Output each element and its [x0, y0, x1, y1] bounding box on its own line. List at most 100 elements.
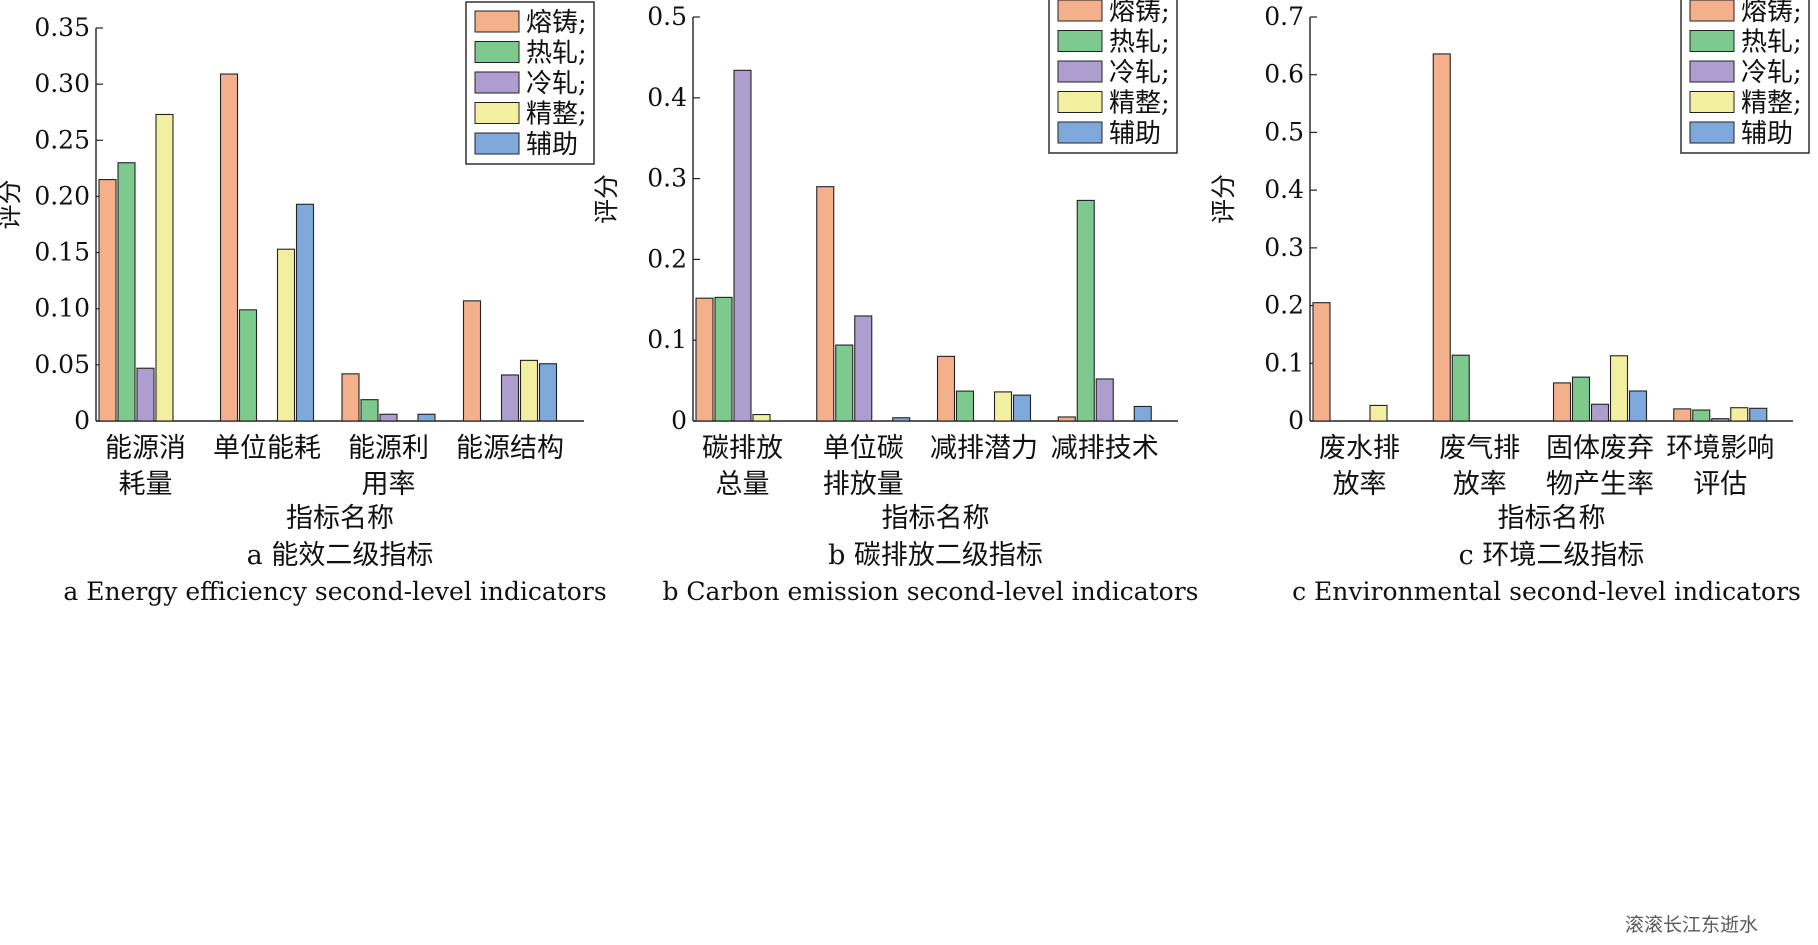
bar-1-2-5	[295, 203, 315, 422]
x-tick-label: 评估	[1693, 469, 1747, 500]
x-tick-label: 放率	[1333, 469, 1387, 500]
bar-1-1-4	[155, 113, 174, 422]
y-tick-label: 0.35	[34, 13, 90, 42]
bar-1-3-1	[341, 373, 360, 422]
legend-swatch	[1689, 30, 1735, 52]
y-tick-label: 0.5	[1264, 117, 1304, 146]
y-tick-label: 0.30	[34, 69, 90, 98]
legend-label: 精整;	[526, 100, 587, 130]
bar-1-4-4	[519, 359, 539, 422]
y-tick-label: 0.2	[1264, 291, 1304, 320]
bar-2-2-3	[854, 315, 873, 422]
bar-1-3-2	[360, 399, 379, 422]
x-tick-label: 能源利	[348, 433, 429, 464]
bar-2-4-5	[1133, 405, 1152, 422]
bar-1-4-3	[500, 374, 520, 422]
y-axis-label: 评分	[0, 179, 24, 229]
caption-en: b Carbon emission second-level indicator…	[662, 577, 1198, 606]
x-tick-label: 总量	[716, 469, 770, 500]
legend-swatch	[1057, 0, 1103, 22]
bar-2-4-1	[1057, 416, 1076, 422]
bar-1-4-1	[462, 300, 482, 422]
bar-1-1-2	[117, 162, 136, 422]
bar-2-3-1	[936, 355, 956, 422]
y-tick-label: 0.7	[1264, 2, 1304, 31]
bar-2-4-2	[1076, 199, 1095, 422]
legend-label: 热轧;	[1109, 28, 1170, 58]
y-tick-label: 0.2	[647, 244, 687, 273]
bar-2-3-5	[1012, 394, 1032, 422]
legend-swatch	[1057, 91, 1103, 113]
bar-1-3-5	[417, 413, 436, 422]
y-tick-label: 0.6	[1264, 60, 1304, 89]
x-tick-label: 废水排	[1319, 433, 1400, 464]
legend-swatch	[1689, 91, 1735, 113]
x-tick-label: 能源结构	[456, 433, 564, 464]
y-tick-label: 0.1	[647, 325, 687, 354]
legend-swatch	[1689, 0, 1735, 22]
legend-label: 辅助	[526, 130, 578, 160]
legend-label: 冷轧;	[1109, 58, 1170, 88]
legend-swatch	[474, 102, 520, 124]
legend-label: 精整;	[1741, 89, 1802, 119]
y-tick-label: 0.15	[34, 238, 90, 267]
bar-3-1-1	[1312, 302, 1331, 422]
x-tick-label: 能源消	[105, 433, 186, 464]
bar-2-2-5	[892, 417, 911, 422]
x-tick-label: 碳排放	[702, 433, 783, 464]
caption-cn: c 环境二级指标	[1459, 540, 1645, 571]
watermark: 滚滚长江东逝水	[1624, 914, 1758, 936]
x-tick-label: 物产生率	[1546, 469, 1654, 500]
y-axis-label: 评分	[592, 174, 621, 224]
bar-3-3-1	[1552, 382, 1572, 422]
bar-1-3-3	[379, 413, 398, 422]
bar-2-1-4	[752, 413, 771, 422]
bar-2-1-2	[714, 296, 733, 422]
legend-swatch	[474, 71, 520, 94]
legend-label: 冷轧;	[526, 69, 587, 99]
legend-label: 热轧;	[1741, 28, 1802, 58]
bar-1-1-3	[136, 367, 155, 422]
bar-3-4-4	[1730, 407, 1749, 422]
x-tick-label: 用率	[362, 469, 416, 500]
legend-label: 热轧;	[526, 39, 587, 69]
legend-swatch	[1057, 60, 1103, 83]
bar-3-4-3	[1711, 418, 1730, 422]
y-axis-label: 评分	[1209, 174, 1238, 224]
x-tick-label: 单位能耗	[213, 433, 321, 464]
bar-2-1-3	[733, 69, 752, 422]
bar-2-2-1	[816, 186, 835, 422]
legend: 熔铸;热轧;冷轧;精整;辅助	[1048, 0, 1178, 154]
y-tick-label: 0.3	[1264, 233, 1304, 262]
y-tick-label: 0.05	[34, 350, 90, 379]
bar-1-2-2	[238, 309, 258, 422]
legend: 熔铸;热轧;冷轧;精整;辅助	[465, 1, 595, 165]
y-tick-label: 0.4	[1264, 175, 1304, 204]
legend-label: 辅助	[1741, 119, 1793, 149]
legend-label: 熔铸;	[526, 8, 587, 38]
bar-3-3-4	[1609, 355, 1629, 422]
legend-swatch	[1689, 121, 1735, 144]
y-tick-label: 0	[671, 406, 687, 435]
x-tick-label: 耗量	[119, 469, 173, 500]
bar-2-3-4	[993, 391, 1013, 422]
y-tick-label: 0.4	[647, 83, 687, 112]
bar-3-3-2	[1571, 376, 1591, 422]
bar-3-4-2	[1692, 409, 1711, 422]
x-axis-label: 指标名称	[1498, 503, 1606, 534]
bar-1-1-1	[98, 179, 117, 422]
legend: 熔铸;热轧;冷轧;精整;辅助	[1680, 0, 1810, 154]
x-axis-label: 指标名称	[286, 503, 394, 534]
x-tick-label: 单位碳	[823, 433, 904, 464]
y-tick-label: 0	[1288, 406, 1304, 435]
y-tick-label: 0	[74, 406, 90, 435]
bar-2-4-3	[1095, 378, 1114, 422]
caption-en: c Environmental second-level indicators	[1292, 577, 1801, 606]
x-tick-label: 环境影响	[1666, 433, 1774, 464]
x-tick-label: 放率	[1453, 469, 1507, 500]
bar-3-2-1	[1432, 53, 1451, 422]
y-tick-label: 0.25	[34, 125, 90, 154]
